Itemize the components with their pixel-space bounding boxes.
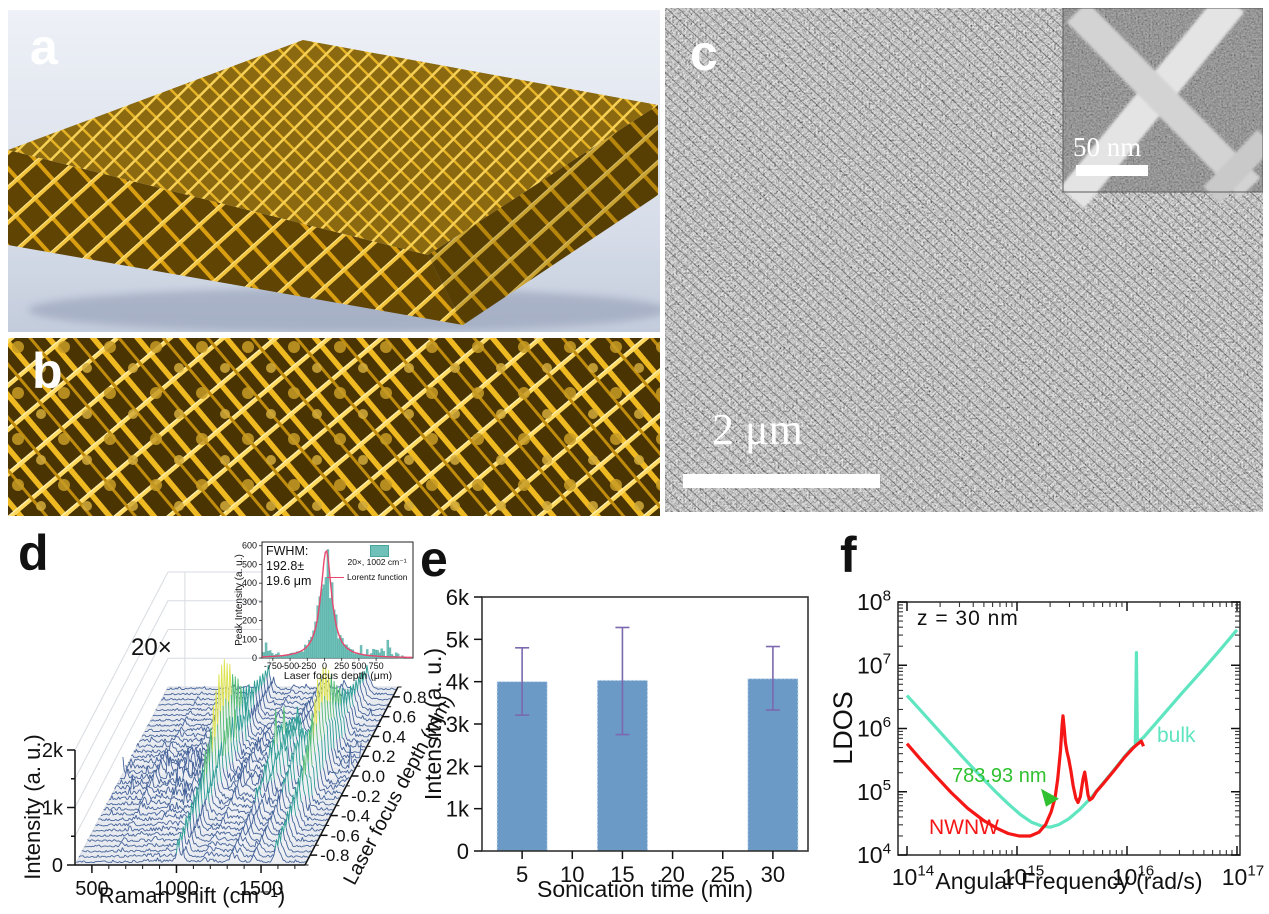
svg-text:-0.8: -0.8 — [320, 846, 349, 865]
panel-c-label: c — [690, 25, 718, 81]
svg-text:Laser focus depth (μm): Laser focus depth (μm) — [284, 670, 392, 682]
svg-text:5: 5 — [516, 862, 528, 887]
svg-text:400: 400 — [242, 578, 257, 588]
svg-text:200: 200 — [242, 616, 257, 626]
svg-text:15: 15 — [610, 862, 634, 887]
svg-text:2k: 2k — [42, 740, 64, 762]
svg-text:3k: 3k — [446, 712, 470, 737]
histogram-legend-label: 20×, 1002 cm⁻¹ — [347, 557, 407, 567]
inset-scale-bar-50nm — [1076, 165, 1148, 176]
svg-text:5k: 5k — [446, 627, 470, 652]
lattice-left-face — [8, 150, 463, 325]
scale-bar-label-2um: 2 μm — [712, 405, 803, 454]
fwhm-line3: 19.6 μm — [266, 574, 312, 588]
panel-c-image — [665, 8, 1263, 512]
svg-text:0: 0 — [457, 839, 469, 864]
magnification-annotation: 20× — [131, 634, 172, 661]
svg-text:1k: 1k — [446, 797, 470, 822]
svg-text:-0.4: -0.4 — [341, 807, 370, 826]
fwhm-line1: FWHM: — [266, 544, 309, 558]
bulk-series-label: bulk — [1157, 724, 1196, 747]
svg-text:100: 100 — [242, 634, 257, 644]
nwnw-series-label: NWNW — [929, 816, 999, 839]
svg-text:1014: 1014 — [892, 862, 934, 890]
svg-text:500: 500 — [242, 559, 257, 569]
svg-text:1000: 1000 — [154, 878, 199, 900]
svg-text:Sonication time (min): Sonication time (min) — [537, 876, 753, 902]
svg-text:Peak Intensity (a. u.): Peak Intensity (a. u.) — [234, 554, 245, 646]
panel-c-inset-image — [1059, 8, 1263, 209]
svg-text:1017: 1017 — [1222, 862, 1264, 890]
svg-text:106: 106 — [857, 714, 891, 742]
svg-text:300: 300 — [242, 597, 257, 607]
svg-text:0.2: 0.2 — [372, 747, 396, 766]
svg-text:Angular Frequency (rad/s): Angular Frequency (rad/s) — [935, 868, 1202, 894]
ldos-plot: 1014 1015 1016 1017104105106107108LDOSAngul… — [828, 587, 1264, 894]
svg-text:-750: -750 — [264, 661, 282, 671]
svg-text:LDOS: LDOS — [828, 691, 858, 765]
svg-text:0.4: 0.4 — [382, 727, 406, 746]
svg-text:500: 500 — [75, 878, 108, 900]
svg-text:-0.2: -0.2 — [351, 787, 380, 806]
svg-text:107: 107 — [857, 651, 891, 679]
svg-text:0: 0 — [52, 855, 63, 877]
svg-text:4k: 4k — [446, 670, 470, 695]
curve-nwnw — [905, 714, 1145, 838]
svg-text:-500: -500 — [281, 661, 299, 671]
fwhm-annotation: FWHM: 192.8± 19.6 μm — [266, 544, 311, 589]
panel-f-label: f — [840, 527, 857, 583]
panel-e-label: e — [420, 531, 448, 587]
svg-text:108: 108 — [857, 587, 891, 615]
svg-text:1500: 1500 — [239, 878, 284, 900]
fwhm-line2: 192.8± — [266, 559, 305, 573]
panel-d-label: d — [18, 525, 49, 581]
svg-text:6k: 6k — [446, 585, 470, 610]
panel-a-label: a — [30, 19, 58, 75]
svg-text:Raman shift (cm⁻¹): Raman shift (cm⁻¹) — [99, 883, 285, 908]
svg-text:500: 500 — [351, 661, 366, 671]
inset-scale-bar-label-50nm: 50 nm — [1073, 132, 1142, 162]
curve-bulk — [905, 628, 1239, 829]
panel-b-label: b — [32, 343, 63, 399]
svg-text:0.8: 0.8 — [403, 688, 427, 707]
svg-text:30: 30 — [761, 862, 785, 887]
panel-a-image — [8, 10, 660, 332]
svg-text:750: 750 — [369, 661, 384, 671]
panel-b-image — [8, 338, 660, 516]
svg-text:104: 104 — [857, 840, 891, 868]
svg-text:2k: 2k — [446, 754, 470, 779]
svg-text:Intensity (a. u.): Intensity (a. u.) — [420, 648, 446, 800]
svg-text:-250: -250 — [298, 661, 316, 671]
svg-text:0.6: 0.6 — [393, 708, 417, 727]
svg-text:1k: 1k — [42, 798, 64, 820]
svg-text:250: 250 — [334, 661, 349, 671]
svg-text:-0.6: -0.6 — [331, 826, 360, 845]
wavelength-marker — [1041, 788, 1059, 807]
z-depth-annotation: z = 30 nm — [917, 607, 1019, 630]
svg-text:600: 600 — [242, 541, 257, 551]
lorentz-legend-line — [327, 577, 344, 578]
svg-text:Intensity (a. u.): Intensity (a. u.) — [20, 734, 45, 880]
histogram-legend-swatch — [370, 545, 389, 557]
svg-text:105: 105 — [857, 777, 891, 805]
lattice-top-face — [8, 40, 658, 255]
svg-text:0: 0 — [252, 653, 257, 663]
svg-text:0.0: 0.0 — [362, 767, 386, 786]
svg-text:10: 10 — [560, 862, 584, 887]
scale-bar-2um — [683, 474, 880, 488]
svg-text:20: 20 — [660, 862, 684, 887]
lattice-right-face — [428, 105, 658, 325]
svg-text:0: 0 — [322, 661, 327, 671]
sonication-bar-chart: 0 1k 2k 3k 4k 5k 6k 5 10 15 20 25 30 Intensity (a. u.… — [420, 585, 809, 902]
svg-text:25: 25 — [710, 862, 734, 887]
wavelength-annotation: 783.93 nm — [952, 765, 1047, 787]
lorentz-legend-label: Lorentz function — [347, 572, 408, 582]
